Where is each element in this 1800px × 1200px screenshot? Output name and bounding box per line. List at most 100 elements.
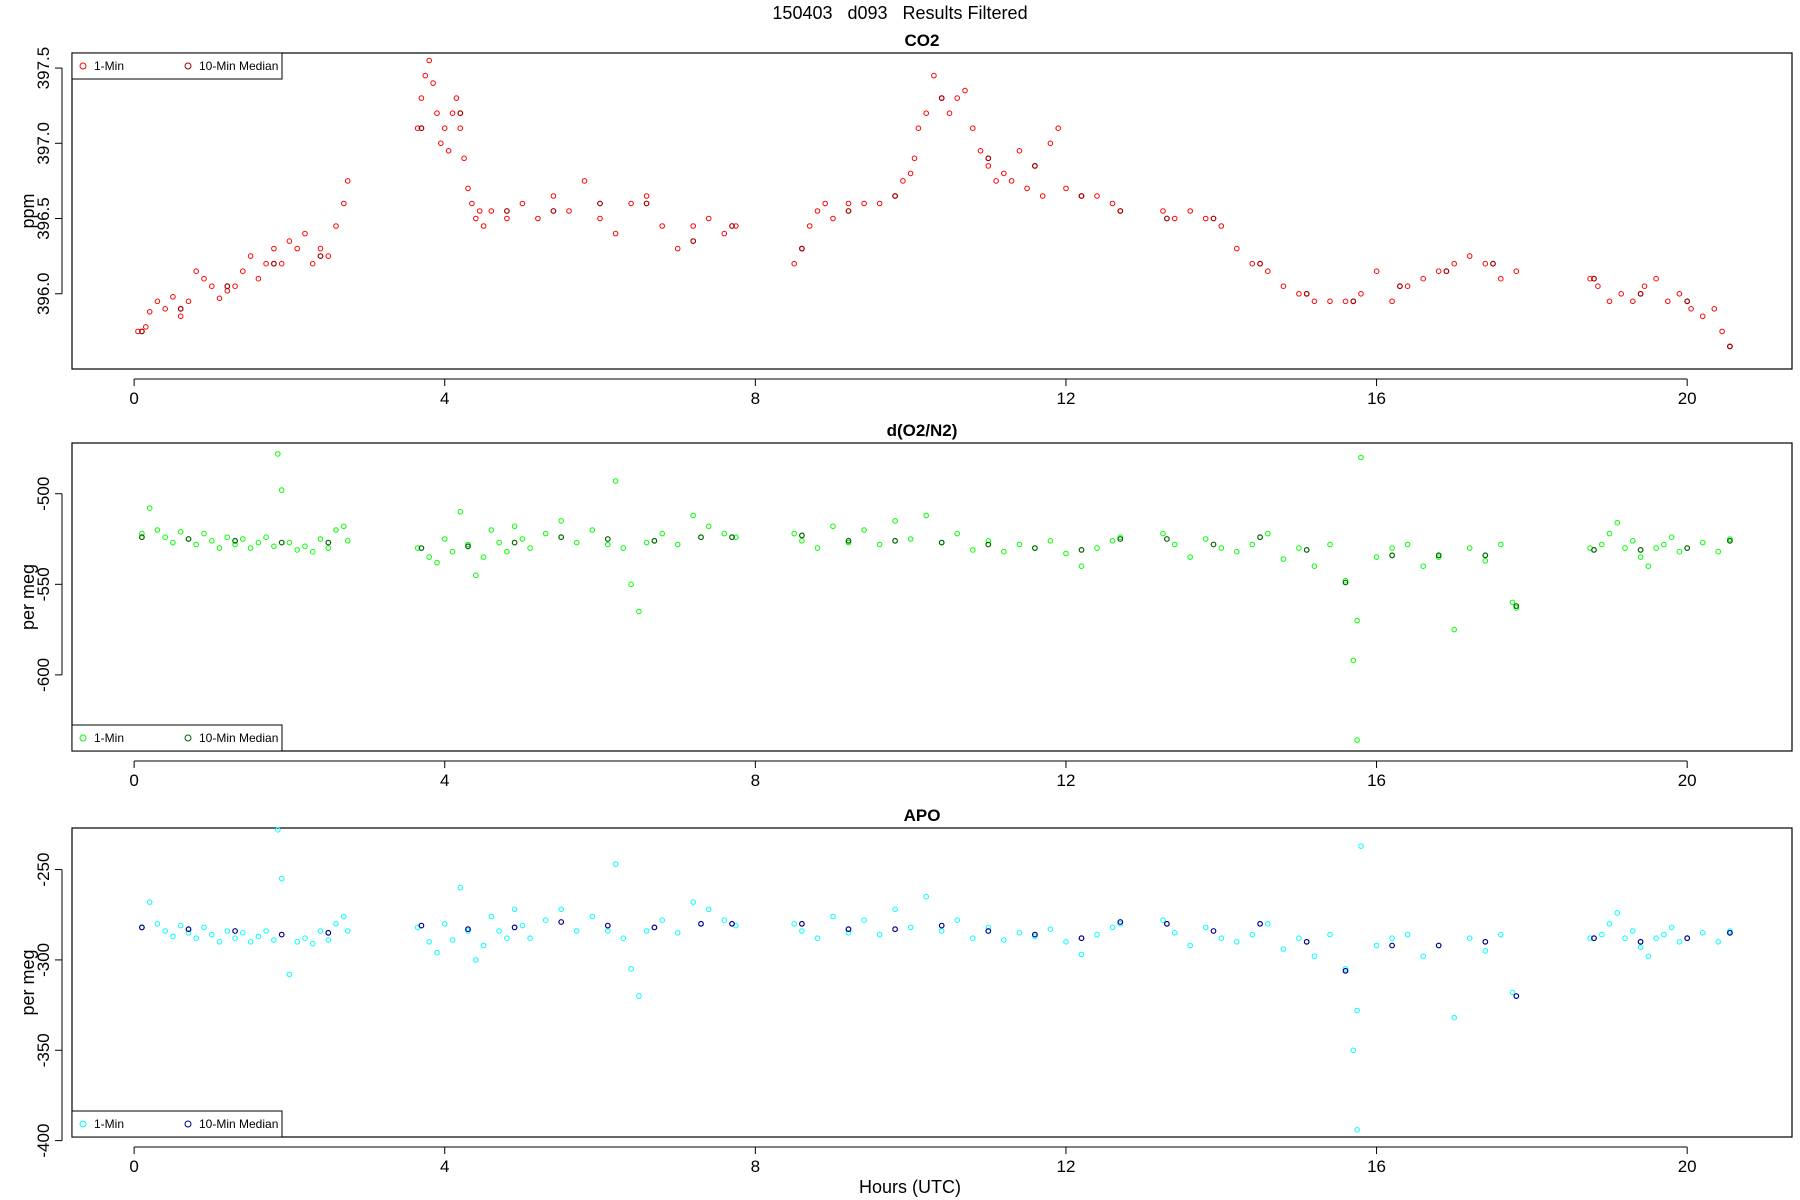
data-point-1min bbox=[900, 178, 906, 184]
data-point-1min bbox=[1661, 931, 1667, 938]
data-point-1min bbox=[1249, 931, 1256, 938]
legend-marker-10min-median bbox=[184, 734, 192, 742]
data-point-10min-median bbox=[597, 200, 603, 207]
data-point-1min bbox=[1466, 545, 1473, 551]
data-point-1min bbox=[1063, 550, 1069, 557]
data-point-1min bbox=[1171, 541, 1178, 548]
data-point-1min bbox=[193, 935, 199, 942]
data-point-10min-median bbox=[418, 545, 425, 551]
y-tick-label: -500 bbox=[34, 477, 53, 511]
data-point-1min bbox=[139, 530, 145, 537]
data-point-1min bbox=[519, 536, 526, 542]
data-point-1min bbox=[1699, 539, 1706, 546]
data-point-1min bbox=[1509, 599, 1516, 606]
data-point-10min-median bbox=[1257, 920, 1263, 927]
data-point-1min bbox=[1404, 931, 1411, 938]
data-point-10min-median bbox=[1163, 920, 1170, 927]
data-point-1min bbox=[605, 541, 611, 548]
data-point-1min bbox=[954, 95, 961, 101]
data-point-1min bbox=[1389, 298, 1395, 305]
data-point-1min bbox=[1001, 170, 1007, 177]
data-point-1min bbox=[177, 313, 184, 320]
data-point-1min bbox=[1688, 306, 1694, 312]
data-point-1min bbox=[511, 906, 518, 913]
legend: 1-Min 10-Min Median bbox=[71, 1110, 283, 1138]
data-point-1min bbox=[344, 178, 351, 184]
data-point-1min bbox=[806, 223, 813, 229]
data-point-1min bbox=[830, 215, 836, 222]
x-tick-label: 12 bbox=[1056, 1157, 1075, 1176]
data-point-10min-median bbox=[1210, 928, 1217, 934]
data-point-1min bbox=[333, 527, 339, 533]
data-point-10min-median bbox=[278, 539, 285, 546]
data-point-1min bbox=[830, 913, 836, 920]
data-point-10min-median bbox=[698, 920, 704, 927]
data-point-10min-median bbox=[1637, 547, 1644, 553]
data-point-1min bbox=[985, 163, 992, 169]
data-point-1min bbox=[1342, 577, 1349, 584]
data-point-1min bbox=[1466, 935, 1473, 942]
data-point-1min bbox=[209, 283, 215, 290]
legend-box bbox=[71, 1110, 283, 1138]
data-point-1min bbox=[216, 295, 223, 302]
x-tick-label: 4 bbox=[440, 771, 449, 790]
data-point-1min bbox=[302, 935, 308, 942]
data-point-10min-median bbox=[1210, 215, 1217, 222]
data-point-1min bbox=[721, 230, 728, 237]
data-point-10min-median bbox=[604, 536, 611, 542]
data-point-1min bbox=[255, 933, 262, 940]
x-tick-label: 20 bbox=[1678, 1157, 1697, 1176]
data-point-10min-median bbox=[1257, 260, 1263, 267]
series-10min-median-points bbox=[138, 532, 1733, 609]
data-point-1min bbox=[1404, 541, 1411, 548]
data-point-10min-median bbox=[138, 924, 145, 931]
data-point-1min bbox=[170, 294, 176, 300]
data-point-1min bbox=[185, 930, 192, 936]
data-point-1min bbox=[511, 523, 518, 530]
data-point-1min bbox=[690, 899, 697, 905]
data-point-1min bbox=[476, 208, 483, 214]
data-point-1min bbox=[278, 260, 285, 267]
data-point-10min-median bbox=[1684, 298, 1691, 305]
data-point-10min-median bbox=[1389, 552, 1395, 559]
data-point-1min bbox=[224, 288, 231, 294]
data-point-1min bbox=[643, 928, 650, 934]
data-point-10min-median bbox=[729, 534, 735, 541]
data-point-1min bbox=[923, 893, 930, 900]
x-tick-label: 0 bbox=[129, 1157, 138, 1176]
data-point-1min bbox=[441, 536, 448, 542]
data-point-1min bbox=[1482, 948, 1489, 954]
data-point-1min bbox=[473, 215, 479, 222]
data-point-1min bbox=[1094, 193, 1100, 199]
data-point-1min bbox=[430, 80, 436, 86]
data-point-10min-median bbox=[224, 283, 231, 290]
data-point-1min bbox=[461, 155, 467, 162]
data-point-1min bbox=[441, 921, 448, 927]
panel-1: CO2 0 4 8 12 16 20 396.0 396.5 397.0 397.5 ppm 1-Min… bbox=[18, 31, 1793, 408]
data-point-1min bbox=[954, 530, 961, 537]
data-point-1min bbox=[278, 875, 285, 882]
data-point-1min bbox=[1513, 268, 1520, 275]
data-point-1min bbox=[414, 125, 421, 131]
data-point-1min bbox=[1373, 942, 1380, 949]
data-point-1min bbox=[1311, 563, 1318, 570]
data-point-1min bbox=[302, 543, 308, 550]
x-tick-label: 16 bbox=[1367, 1157, 1386, 1176]
data-point-1min bbox=[1645, 953, 1652, 960]
data-point-10min-median bbox=[1482, 552, 1489, 559]
data-point-1min bbox=[527, 935, 533, 942]
data-point-1min bbox=[1653, 935, 1659, 942]
legend: 1-Min 10-Min Median bbox=[71, 724, 283, 752]
data-point-1min bbox=[209, 538, 215, 544]
data-point-10min-median bbox=[465, 543, 471, 550]
data-point-1min bbox=[1078, 563, 1085, 570]
data-point-1min bbox=[504, 935, 510, 942]
data-point-1min bbox=[1498, 541, 1504, 548]
data-point-1min bbox=[1218, 935, 1225, 942]
data-point-1min bbox=[1513, 605, 1520, 611]
y-tick-label: -600 bbox=[34, 658, 53, 692]
data-point-10min-median bbox=[504, 208, 510, 214]
data-point-1min bbox=[985, 924, 992, 931]
data-point-1min bbox=[628, 200, 634, 207]
